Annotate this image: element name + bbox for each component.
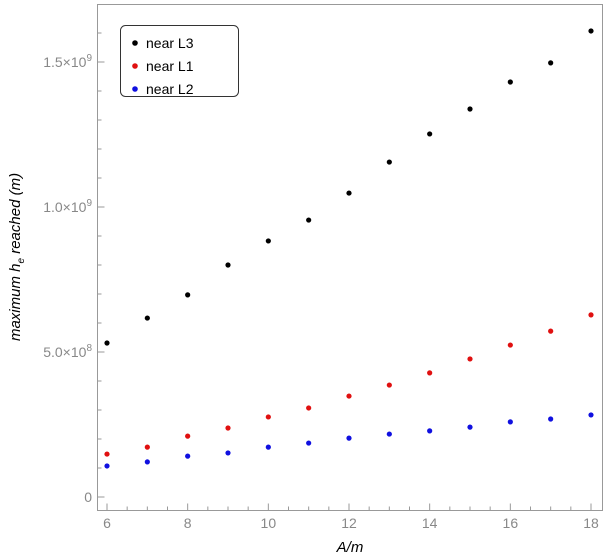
x-tick-label: 10: [261, 515, 277, 531]
legend-marker: [132, 40, 138, 46]
data-point: [588, 28, 594, 34]
x-tick-label: 14: [422, 515, 438, 531]
data-point: [507, 419, 513, 425]
legend-label: near L1: [146, 58, 194, 74]
data-point: [185, 453, 191, 459]
data-point: [144, 315, 150, 321]
data-point: [386, 159, 392, 165]
data-point: [225, 425, 231, 431]
data-point: [265, 238, 271, 244]
legend-marker: [132, 86, 138, 92]
data-point: [467, 356, 473, 362]
data-point: [346, 190, 352, 196]
y-axis-label: maximum he reached (m): [7, 173, 27, 341]
data-point: [306, 405, 312, 411]
data-point: [588, 412, 594, 418]
legend-label: near L3: [146, 35, 194, 51]
series-near-l3: [104, 28, 594, 346]
x-tick-label: 16: [503, 515, 519, 531]
data-point: [225, 450, 231, 456]
x-tick-label: 18: [583, 515, 599, 531]
plot-frame: [97, 4, 603, 511]
data-point: [144, 444, 150, 450]
data-point: [306, 440, 312, 446]
data-point: [185, 292, 191, 298]
y-tick-label: 1.0×109: [43, 198, 92, 215]
data-point: [346, 435, 352, 441]
data-point: [104, 451, 110, 457]
data-point: [306, 217, 312, 223]
legend: near L3 near L1 near L2: [120, 25, 239, 97]
data-point: [548, 60, 554, 66]
data-point: [427, 428, 433, 434]
data-point: [144, 459, 150, 465]
legend-box: [120, 25, 239, 97]
data-point: [548, 328, 554, 334]
data-point: [185, 433, 191, 439]
data-point: [548, 416, 554, 422]
data-point: [225, 262, 231, 268]
series-near-l1: [104, 312, 594, 457]
y-tick-label: 5.0×108: [43, 343, 92, 360]
data-point: [507, 79, 513, 85]
data-point: [104, 340, 110, 346]
data-point: [467, 106, 473, 112]
x-axis-label: A/m: [336, 539, 364, 556]
y-tick-label: 0: [84, 489, 92, 505]
series-near-l2: [104, 412, 594, 469]
data-point: [386, 431, 392, 437]
data-point: [265, 444, 271, 450]
y-tick-label: 1.5×109: [43, 53, 92, 70]
data-point: [467, 424, 473, 430]
data-point: [104, 463, 110, 469]
data-point: [346, 393, 352, 399]
data-point: [386, 382, 392, 388]
legend-marker: [132, 63, 138, 69]
data-point: [427, 370, 433, 376]
data-point: [588, 312, 594, 318]
x-tick-label: 8: [184, 515, 192, 531]
x-tick-label: 12: [341, 515, 357, 531]
legend-label: near L2: [146, 81, 194, 97]
data-point: [427, 131, 433, 137]
x-tick-label: 6: [103, 515, 111, 531]
data-point: [507, 342, 513, 348]
data-point: [265, 414, 271, 420]
